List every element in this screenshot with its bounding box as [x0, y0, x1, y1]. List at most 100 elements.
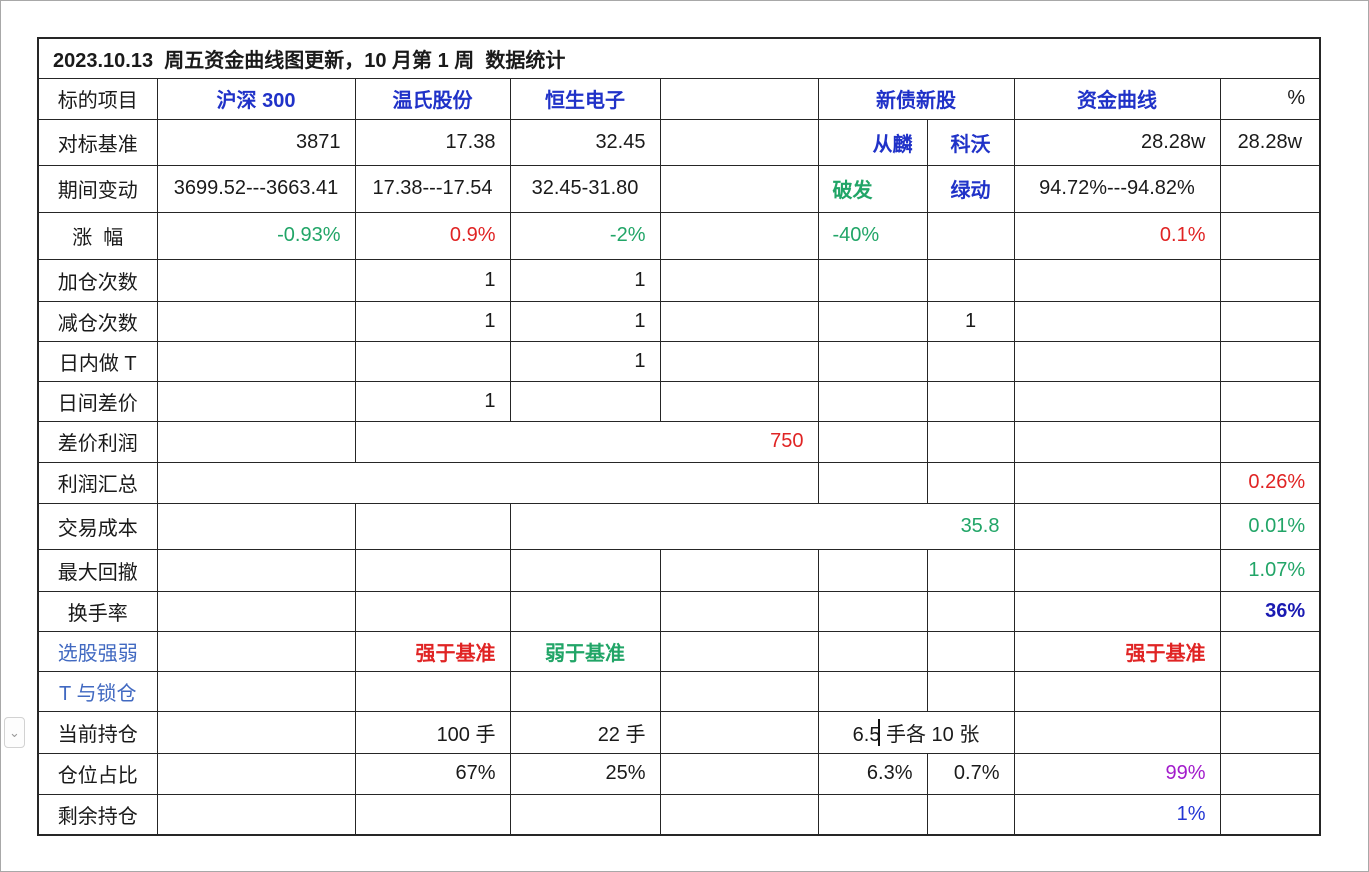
empty-cell[interactable]: [1013, 670, 1221, 712]
empty-cell[interactable]: [926, 548, 1015, 592]
value-cell[interactable]: 35.8: [509, 502, 1015, 550]
empty-cell[interactable]: [156, 710, 356, 754]
row-label[interactable]: 涨 幅: [37, 211, 158, 260]
empty-cell[interactable]: [817, 548, 928, 592]
empty-cell[interactable]: [156, 380, 356, 422]
empty-cell[interactable]: [1013, 710, 1221, 754]
empty-cell[interactable]: [1219, 380, 1321, 422]
empty-cell[interactable]: [926, 793, 1015, 836]
empty-cell[interactable]: [817, 670, 928, 712]
empty-cell[interactable]: [817, 300, 928, 342]
empty-cell[interactable]: [1013, 300, 1221, 342]
empty-cell[interactable]: [1219, 793, 1321, 836]
value-cell[interactable]: 强于基准: [1013, 630, 1221, 672]
empty-cell[interactable]: [1219, 420, 1321, 463]
value-cell[interactable]: 1: [509, 340, 661, 382]
empty-cell[interactable]: [1013, 380, 1221, 422]
row-label[interactable]: 利润汇总: [37, 461, 158, 504]
value-cell[interactable]: 0.01%: [1219, 502, 1321, 550]
empty-cell[interactable]: [354, 670, 511, 712]
empty-cell[interactable]: [509, 670, 661, 712]
row-label[interactable]: 加仓次数: [37, 258, 158, 302]
empty-cell[interactable]: [1219, 300, 1321, 342]
value-cell[interactable]: 1: [354, 258, 511, 302]
empty-cell[interactable]: [1013, 590, 1221, 632]
row-label[interactable]: 减仓次数: [37, 300, 158, 342]
empty-cell[interactable]: [156, 340, 356, 382]
empty-cell[interactable]: [1013, 548, 1221, 592]
value-cell[interactable]: 1.07%: [1219, 548, 1321, 592]
value-cell[interactable]: 6.3%: [817, 752, 928, 795]
value-cell[interactable]: -0.93%: [156, 211, 356, 260]
col-header-capital-curve[interactable]: 资金曲线: [1013, 77, 1221, 120]
row-label[interactable]: 日内做 T: [37, 340, 158, 382]
value-cell[interactable]: 22 手: [509, 710, 661, 754]
value-cell[interactable]: 强于基准: [354, 630, 511, 672]
empty-cell[interactable]: [659, 340, 819, 382]
row-label[interactable]: 选股强弱: [37, 630, 158, 672]
empty-cell[interactable]: [1013, 502, 1221, 550]
empty-cell[interactable]: [817, 461, 928, 504]
value-cell[interactable]: 0.9%: [354, 211, 511, 260]
empty-cell[interactable]: [509, 590, 661, 632]
empty-cell[interactable]: [156, 461, 819, 504]
value-cell[interactable]: 0.26%: [1219, 461, 1321, 504]
value-cell[interactable]: 32.45: [509, 118, 661, 166]
empty-cell[interactable]: [156, 670, 356, 712]
empty-cell[interactable]: [1219, 211, 1321, 260]
empty-cell[interactable]: [354, 793, 511, 836]
value-cell[interactable]: 1: [354, 300, 511, 342]
value-cell[interactable]: 28.28w: [1013, 118, 1221, 166]
empty-cell[interactable]: [156, 420, 356, 463]
row-label[interactable]: 交易成本: [37, 502, 158, 550]
col-header-hs300[interactable]: 沪深 300: [156, 77, 356, 120]
empty-cell[interactable]: [354, 502, 511, 550]
row-label[interactable]: 仓位占比: [37, 752, 158, 795]
value-cell[interactable]: 32.45-31.80: [509, 164, 661, 213]
empty-cell[interactable]: [156, 752, 356, 795]
empty-cell[interactable]: [659, 710, 819, 754]
value-cell[interactable]: 0.1%: [1013, 211, 1221, 260]
empty-cell[interactable]: [1219, 752, 1321, 795]
empty-cell[interactable]: [1013, 420, 1221, 463]
value-cell[interactable]: 从麟: [817, 118, 928, 166]
empty-cell[interactable]: [509, 380, 661, 422]
value-cell[interactable]: 1: [509, 258, 661, 302]
row-label[interactable]: 换手率: [37, 590, 158, 632]
value-cell[interactable]: 28.28w: [1219, 118, 1321, 166]
value-cell[interactable]: 67%: [354, 752, 511, 795]
empty-cell[interactable]: [1219, 340, 1321, 382]
chevron-down-icon[interactable]: ⌄: [4, 717, 25, 748]
value-cell[interactable]: 1: [509, 300, 661, 342]
empty-cell[interactable]: [817, 340, 928, 382]
row-label[interactable]: 期间变动: [37, 164, 158, 213]
row-label[interactable]: 剩余持仓: [37, 793, 158, 836]
empty-cell[interactable]: [156, 793, 356, 836]
empty-cell[interactable]: [509, 793, 661, 836]
empty-cell[interactable]: [156, 258, 356, 302]
value-cell[interactable]: 99%: [1013, 752, 1221, 795]
value-cell[interactable]: 25%: [509, 752, 661, 795]
empty-cell[interactable]: [659, 300, 819, 342]
empty-cell[interactable]: [156, 502, 356, 550]
value-cell[interactable]: 1: [354, 380, 511, 422]
col-header-item[interactable]: 标的项目: [37, 77, 158, 120]
empty-cell[interactable]: [1013, 340, 1221, 382]
value-cell[interactable]: 17.38: [354, 118, 511, 166]
row-label[interactable]: 当前持仓: [37, 710, 158, 754]
empty-cell[interactable]: [926, 461, 1015, 504]
value-cell[interactable]: 科沃: [926, 118, 1015, 166]
value-cell[interactable]: 100 手: [354, 710, 511, 754]
empty-cell[interactable]: [659, 793, 819, 836]
empty-cell[interactable]: [354, 340, 511, 382]
empty-cell[interactable]: [156, 548, 356, 592]
value-cell[interactable]: 17.38---17.54: [354, 164, 511, 213]
row-label[interactable]: 对标基准: [37, 118, 158, 166]
col-header-blank[interactable]: [659, 77, 819, 120]
empty-cell[interactable]: [817, 590, 928, 632]
empty-cell[interactable]: [1219, 164, 1321, 213]
empty-cell[interactable]: [659, 211, 819, 260]
empty-cell[interactable]: [817, 630, 928, 672]
col-header-wens[interactable]: 温氏股份: [354, 77, 511, 120]
empty-cell[interactable]: [156, 590, 356, 632]
